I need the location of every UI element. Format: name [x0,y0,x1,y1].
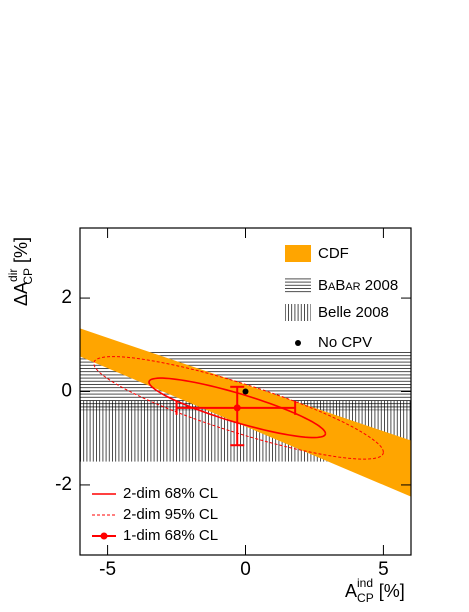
x-tick-label: -5 [99,559,116,580]
label-main: A [345,581,357,601]
legend-label: 2-dim 68% CL [123,485,218,502]
legend-label: 1-dim 68% CL [123,527,218,544]
legend-swatch [285,277,311,294]
legend-label: BaBar 2008 [318,277,398,294]
legend-swatch [100,532,108,540]
label-sub: CP [357,591,374,605]
legend-label: 2-dim 95% CL [123,506,218,523]
cdf-band [80,328,411,497]
label-sub: CP [21,268,35,285]
legend-label: Belle 2008 [318,304,389,321]
y-axis-label: ΔAdirCP [%] [6,237,35,306]
no-cpv-point [242,388,249,395]
label-main: ΔA [11,282,31,306]
legend-swatch [285,245,311,262]
contour [93,356,384,460]
legend-swatch [285,304,311,321]
x-axis-label: Aind CP [%] [345,576,405,605]
x-tick-label: 0 [240,559,251,580]
x-tick-label: 5 [378,559,389,580]
point [233,404,241,412]
label-sup: dir [6,269,20,282]
label-unit: [%] [11,237,31,263]
label-sup: ind [357,576,373,590]
y-tick-label: 0 [61,381,72,402]
legend-label: CDF [318,245,349,262]
y-tick-label: 2 [61,287,72,308]
legend-label: No CPV [318,334,372,351]
legend-swatch [295,340,301,346]
y-tick-label: -2 [55,474,72,495]
label-unit: [%] [379,581,405,601]
plot [80,328,411,497]
